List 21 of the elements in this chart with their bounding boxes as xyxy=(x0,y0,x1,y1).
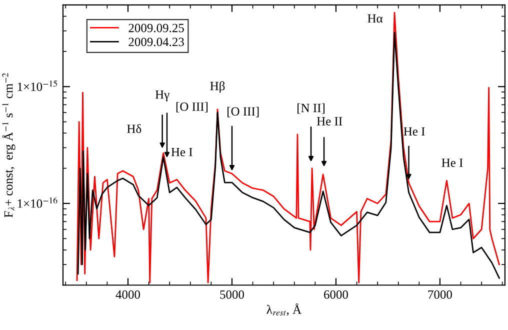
annotation: Hα xyxy=(368,14,383,23)
x-tick-label: 7000 xyxy=(428,290,452,299)
annotation: Hβ xyxy=(210,81,225,93)
x-tick-label: 4000 xyxy=(116,290,140,299)
annotation: Hγ xyxy=(155,90,170,102)
annotation: [N II] xyxy=(298,103,324,114)
annotation: [O III] xyxy=(228,106,259,118)
y-tick-label: 1×10$^{−16}$ xyxy=(18,197,58,208)
annotation: He I xyxy=(442,158,463,168)
annotation: [O III] xyxy=(176,102,208,112)
annotation: He I xyxy=(404,127,425,136)
y-tick-label: 1×10$^{−15}$ xyxy=(18,80,57,92)
x-axis-title: λ$_{rest}$, Å xyxy=(266,303,302,316)
annotation: Hδ xyxy=(127,124,142,134)
legend-label: 2009.04.23 xyxy=(128,38,184,46)
y-axis-title: F$_{λ}$+ const, erg Å$^{−1}$ s$^{−1}$ cm$^{−2}$ xyxy=(2,73,16,218)
x-tick-label: 5000 xyxy=(220,290,244,299)
x-tick-label: 6000 xyxy=(324,290,348,299)
legend-label: 2009.09.25 xyxy=(128,24,184,32)
annotation: He II xyxy=(316,117,342,126)
annotation: He I xyxy=(171,148,192,156)
